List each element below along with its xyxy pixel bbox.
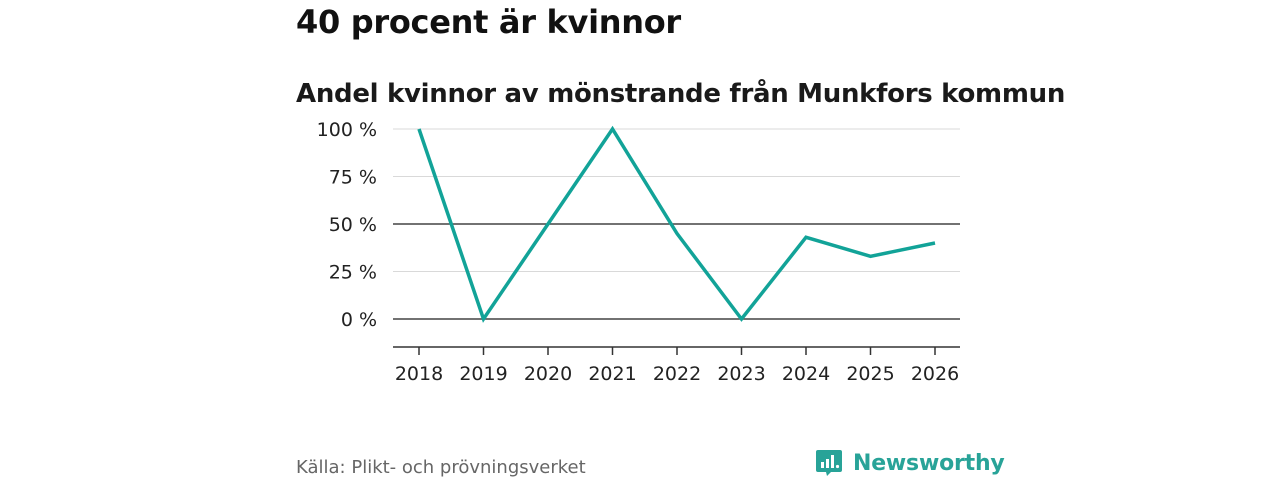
x-tick-label: 2018 bbox=[395, 363, 443, 385]
x-tick-label: 2024 bbox=[782, 363, 830, 385]
y-axis: 0 % 25 % 50 % 75 % 100 % bbox=[317, 119, 377, 331]
x-tick-label: 2021 bbox=[588, 363, 636, 385]
headline: 40 procent är kvinnor bbox=[296, 3, 681, 41]
series-line bbox=[417, 125, 936, 323]
y-tick-label: 50 % bbox=[329, 214, 377, 236]
x-tick-label: 2022 bbox=[653, 363, 701, 385]
x-axis: 2018 2019 2020 2021 2022 2023 2024 2025 2026 bbox=[393, 346, 960, 385]
y-tick-label: 100 % bbox=[317, 119, 377, 141]
y-tick-label: 25 % bbox=[329, 262, 377, 284]
x-tick-label: 2023 bbox=[717, 363, 765, 385]
brand-logo[interactable]: Newsworthy bbox=[815, 446, 1005, 480]
x-tick-label: 2026 bbox=[911, 363, 959, 385]
y-tick-label: 0 % bbox=[341, 309, 377, 331]
newsworthy-logo-icon bbox=[815, 449, 843, 477]
x-tick-label: 2019 bbox=[459, 363, 507, 385]
line-chart: 0 % 25 % 50 % 75 % 100 % 2018 2019 2020 2021 202… bbox=[317, 119, 960, 385]
y-tick-label: 75 % bbox=[329, 167, 377, 189]
chart-grid bbox=[393, 128, 960, 320]
source-note: Källa: Plikt- och prövningsverket bbox=[296, 457, 586, 478]
brand-name: Newsworthy bbox=[853, 450, 1005, 476]
chart-title: Andel kvinnor av mönstrande från Munkfor… bbox=[296, 79, 1066, 109]
chart-series bbox=[417, 125, 936, 323]
x-tick-label: 2025 bbox=[846, 363, 894, 385]
x-tick-label: 2020 bbox=[524, 363, 572, 385]
